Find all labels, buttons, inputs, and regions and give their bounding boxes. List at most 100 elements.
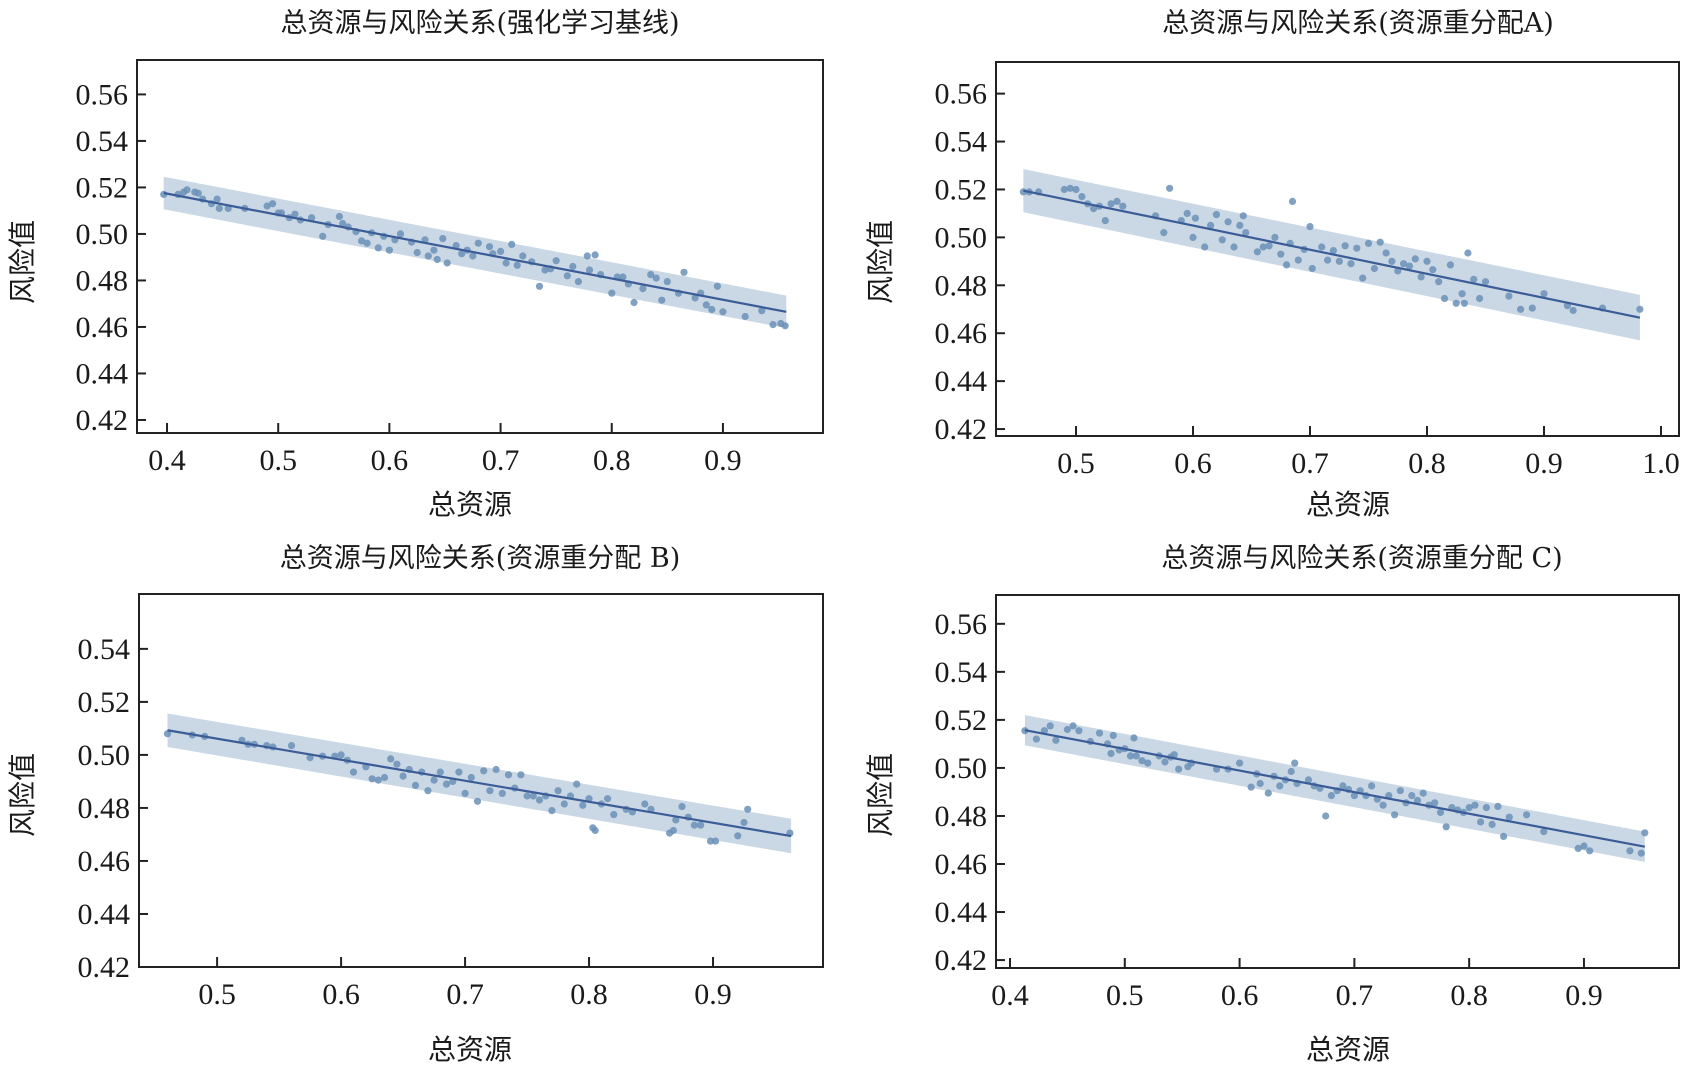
y-tick-label: 0.44 — [935, 365, 988, 398]
data-point — [358, 237, 366, 245]
data-point — [1359, 274, 1367, 282]
data-point — [502, 259, 510, 267]
data-point — [641, 800, 649, 808]
data-point — [574, 278, 583, 286]
data-point — [740, 818, 748, 827]
data-point — [1132, 752, 1140, 760]
data-point — [1207, 221, 1215, 229]
data-point — [658, 296, 666, 304]
data-point — [535, 796, 544, 804]
x-axis-label: 总资源 — [1306, 1033, 1390, 1066]
data-point — [504, 771, 513, 779]
data-point — [1130, 734, 1138, 742]
data-point — [1306, 223, 1314, 231]
data-point — [702, 301, 710, 309]
data-point — [1471, 801, 1479, 809]
y-tick-label: 0.48 — [935, 800, 988, 833]
data-point — [1540, 828, 1548, 836]
data-point — [1265, 242, 1273, 250]
x-tick-label: 0.8 — [1408, 447, 1446, 480]
data-point — [498, 789, 506, 798]
data-point — [1574, 844, 1582, 853]
data-point — [1626, 847, 1634, 855]
data-point — [1477, 818, 1485, 826]
data-point — [380, 773, 389, 782]
data-point — [741, 312, 749, 321]
data-point — [443, 259, 451, 267]
data-point — [1500, 832, 1508, 841]
y-tick-label: 0.50 — [935, 221, 988, 254]
y-tick-label: 0.54 — [76, 125, 129, 158]
data-point — [1586, 847, 1594, 855]
y-tick-label: 0.46 — [935, 317, 988, 350]
data-point — [1107, 200, 1115, 208]
data-point — [461, 789, 469, 798]
data-point — [1382, 249, 1390, 257]
data-point — [335, 212, 343, 221]
data-point — [455, 768, 463, 776]
data-point — [711, 837, 720, 845]
data-point — [396, 230, 405, 238]
data-point — [1636, 305, 1644, 313]
y-axis-label: 风险值 — [864, 220, 897, 304]
data-point — [734, 832, 742, 840]
regression-line — [167, 729, 792, 838]
data-point — [1161, 758, 1169, 766]
data-point — [583, 252, 591, 260]
data-point — [1304, 776, 1313, 784]
data-point — [1236, 759, 1244, 767]
data-point — [781, 322, 789, 330]
data-point — [1641, 829, 1649, 837]
y-tick-label: 0.48 — [78, 792, 131, 825]
data-point — [1218, 236, 1226, 244]
data-point — [424, 787, 432, 795]
data-point — [1637, 849, 1645, 857]
x-tick-label: 0.6 — [1174, 447, 1212, 480]
y-tick-label: 0.50 — [76, 218, 129, 251]
x-tick-label: 0.8 — [570, 978, 608, 1011]
data-point — [467, 773, 475, 782]
data-point — [1580, 842, 1588, 850]
data-point — [1066, 184, 1074, 192]
data-point — [1523, 811, 1531, 819]
data-point — [374, 244, 382, 252]
x-tick-label: 0.7 — [1336, 979, 1374, 1012]
x-axis-label: 总资源 — [1306, 488, 1390, 521]
data-point — [1259, 243, 1267, 251]
y-tick-label: 0.42 — [76, 404, 129, 437]
data-point — [1069, 722, 1077, 730]
y-tick-label: 0.46 — [78, 845, 131, 878]
data-point — [652, 274, 660, 282]
data-point — [1327, 792, 1335, 800]
data-point — [560, 800, 568, 808]
data-point — [1431, 799, 1439, 807]
data-point — [1442, 823, 1450, 831]
data-point — [163, 730, 172, 738]
panel-title: 总资源与风险关系(资源重分配 B) — [280, 543, 681, 574]
data-point — [473, 797, 482, 805]
data-point — [517, 771, 525, 779]
data-point — [1201, 243, 1209, 251]
data-point — [1072, 185, 1080, 194]
data-point — [1494, 802, 1502, 811]
x-axis-label: 总资源 — [428, 488, 512, 521]
x-tick-label: 0.7 — [482, 444, 520, 477]
y-tick-label: 0.50 — [935, 752, 988, 785]
regression-line — [163, 191, 787, 313]
y-tick-label: 0.52 — [76, 171, 129, 204]
y-tick-label: 0.52 — [935, 704, 988, 737]
data-point — [430, 776, 438, 784]
data-point — [708, 305, 716, 314]
data-point — [619, 273, 627, 281]
data-point — [1400, 260, 1408, 268]
data-point — [480, 767, 488, 775]
data-point — [1476, 294, 1484, 303]
data-point — [1347, 260, 1355, 268]
data-point — [1388, 257, 1396, 265]
data-point — [1505, 813, 1513, 821]
data-point — [492, 765, 500, 774]
data-point — [1329, 247, 1337, 255]
data-point — [1464, 249, 1472, 257]
data-point — [393, 760, 401, 768]
x-tick-label: 0.8 — [1450, 979, 1488, 1012]
